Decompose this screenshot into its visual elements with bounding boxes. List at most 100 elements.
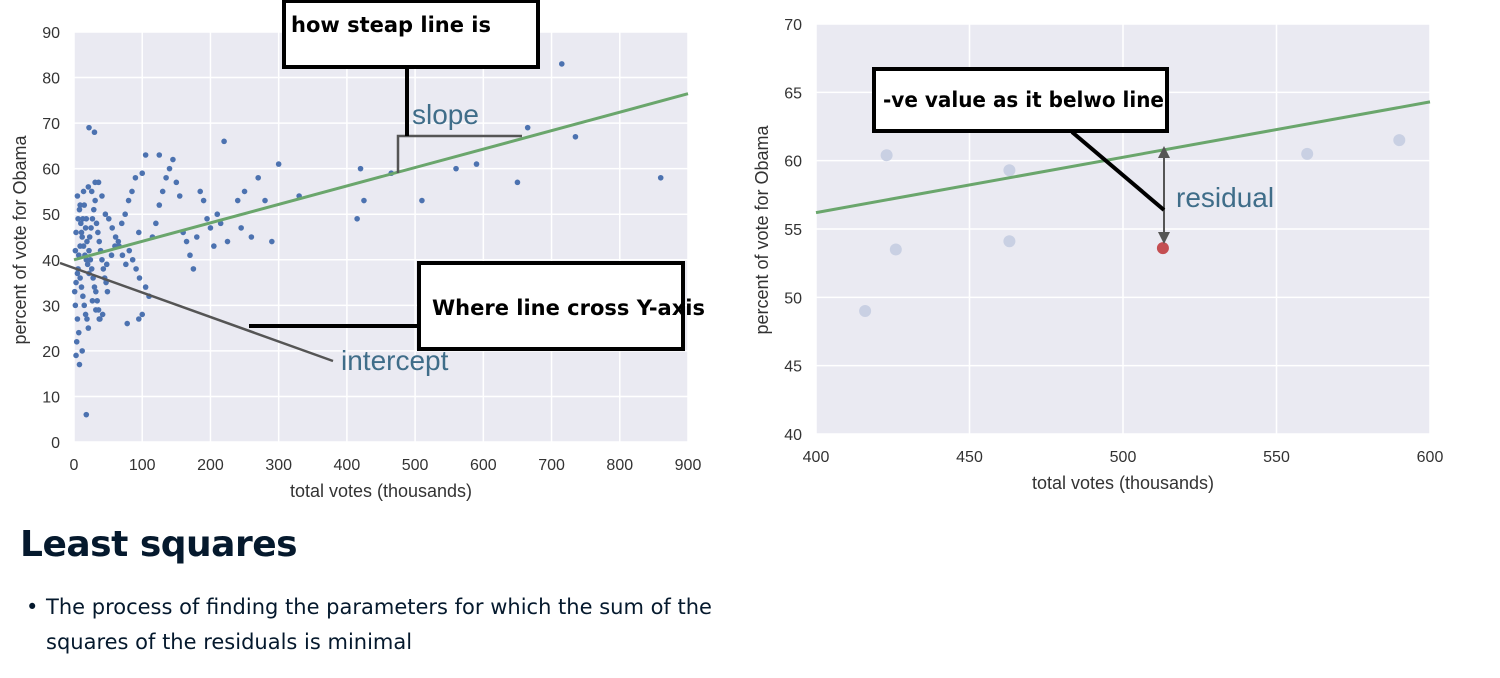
residual-callout-text: -ve value as it belwo line — [883, 88, 1164, 112]
residual-highlight-point — [1156, 242, 1169, 255]
scatter-point — [77, 202, 83, 208]
y-tick-label: 50 — [784, 290, 802, 307]
right-x-axis-label: total votes (thousands) — [1032, 473, 1214, 493]
scatter-point — [74, 270, 81, 277]
scatter-point — [74, 193, 81, 199]
scatter-point — [197, 188, 204, 195]
scatter-point — [99, 311, 106, 318]
scatter-point — [112, 234, 119, 240]
scatter-point — [86, 247, 92, 254]
y-tick-label: 70 — [784, 17, 802, 34]
scatter-point — [190, 266, 197, 272]
scatter-point — [84, 238, 90, 245]
scatter-point — [194, 234, 200, 240]
x-tick-label: 550 — [1263, 449, 1290, 466]
scatter-point — [241, 188, 248, 195]
scatter-point — [159, 188, 166, 195]
scatter-point — [142, 152, 149, 158]
scatter-point — [92, 197, 98, 204]
residual-arrowhead-bottom — [1158, 232, 1170, 244]
y-tick-label: 80 — [42, 71, 60, 88]
scatter-point — [85, 325, 92, 331]
scatter-point — [889, 243, 902, 256]
y-tick-label: 70 — [42, 116, 60, 133]
scatter-point — [129, 188, 135, 195]
scatter-point — [122, 211, 128, 218]
slope-callout-box — [282, 0, 540, 69]
scatter-point — [73, 338, 80, 345]
scatter-point — [80, 188, 87, 195]
bullet-dot: • — [26, 595, 39, 619]
slope-callout-text: how steap line is — [291, 13, 491, 37]
scatter-point — [207, 225, 214, 231]
scatter-point — [126, 247, 133, 254]
scatter-point — [79, 348, 85, 354]
scatter-point — [75, 329, 82, 336]
scatter-point — [79, 234, 85, 240]
scatter-point — [105, 215, 112, 222]
scatter-point — [77, 243, 83, 249]
y-tick-label: 0 — [51, 435, 60, 452]
scatter-point — [78, 284, 85, 290]
right-tick-labels: 400 450 500 550 600 40 45 50 55 60 65 70 — [784, 17, 1443, 466]
scatter-point — [200, 197, 207, 204]
scatter-point — [139, 170, 146, 177]
y-tick-label: 30 — [42, 298, 60, 315]
x-tick-label: 800 — [606, 457, 633, 474]
y-tick-label: 10 — [42, 389, 60, 406]
right-chart: 400 450 500 550 600 40 45 50 55 60 65 70 total vote… — [752, 17, 1443, 493]
scatter-point — [125, 197, 132, 204]
scatter-point — [880, 149, 893, 162]
x-tick-label: 500 — [402, 457, 429, 474]
y-tick-label: 20 — [42, 344, 60, 361]
left-plot-area — [74, 32, 688, 442]
scatter-point — [1393, 134, 1406, 147]
scatter-point — [75, 215, 81, 222]
scatter-point — [77, 275, 83, 281]
scatter-point — [153, 220, 159, 227]
scatter-point — [73, 279, 79, 286]
scatter-point — [238, 225, 244, 231]
scatter-point — [82, 311, 89, 318]
x-tick-label: 100 — [129, 457, 156, 474]
scatter-point — [86, 234, 93, 240]
scatter-point — [1003, 164, 1016, 177]
scatter-point — [221, 138, 227, 145]
scatter-point — [93, 288, 99, 295]
scatter-point — [103, 261, 110, 268]
scatter-point — [124, 320, 131, 327]
right-regression-line — [815, 100, 1431, 215]
left-regression-line — [73, 92, 689, 262]
scatter-point — [82, 225, 89, 231]
scatter-point — [524, 124, 531, 131]
scatter-point — [269, 238, 275, 245]
scatter-point — [91, 284, 98, 290]
scatter-point — [90, 206, 97, 213]
bullet-item: • The process of finding the parameters f… — [22, 590, 746, 660]
scatter-point — [1301, 147, 1314, 160]
scatter-point — [123, 261, 129, 268]
residual-connector-line — [1070, 130, 1166, 212]
y-tick-label: 65 — [784, 85, 802, 102]
scatter-point — [104, 288, 111, 295]
scatter-point — [163, 174, 169, 181]
scatter-point — [187, 252, 193, 259]
y-tick-label: 40 — [42, 253, 60, 270]
x-tick-label: 700 — [538, 457, 565, 474]
scatter-point — [71, 288, 78, 295]
scatter-point — [136, 275, 143, 281]
scatter-point — [95, 229, 101, 236]
y-tick-label: 60 — [42, 162, 60, 179]
scatter-point — [255, 174, 261, 181]
scatter-point — [93, 307, 99, 313]
y-tick-label: 50 — [42, 207, 60, 224]
scatter-point — [83, 215, 90, 222]
scatter-point — [88, 188, 95, 195]
x-tick-label: 400 — [334, 457, 361, 474]
scatter-point — [166, 165, 173, 172]
scatter-point — [84, 261, 91, 268]
y-tick-label: 45 — [784, 359, 802, 376]
x-tick-label: 400 — [803, 449, 830, 466]
scatter-point — [119, 252, 126, 259]
x-tick-label: 900 — [675, 457, 702, 474]
